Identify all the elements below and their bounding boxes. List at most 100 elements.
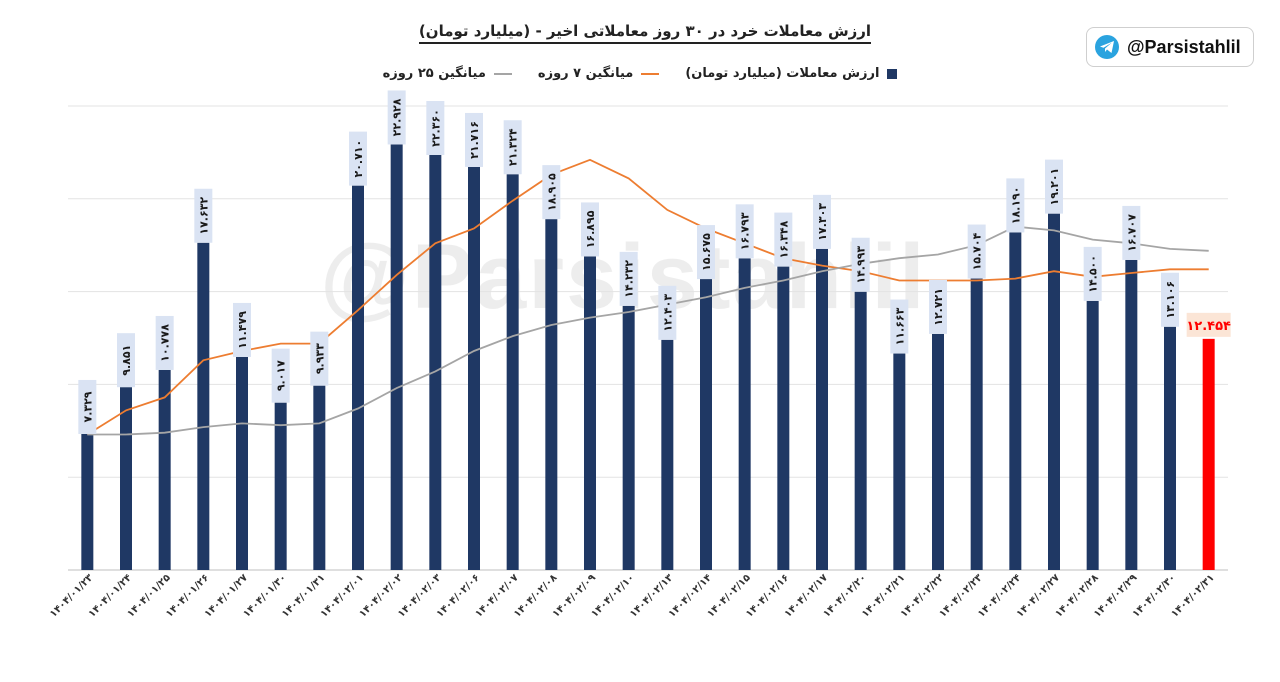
data-label-box <box>155 315 174 370</box>
data-label-box <box>1006 178 1025 233</box>
bar <box>854 291 867 570</box>
legend-label-ma7: میانگین ۷ روزه <box>537 66 634 81</box>
data-label: ۱۶.۳۴۸ <box>777 220 790 258</box>
chart-title: ارزش معاملات خرد در ۳۰ روز معاملاتی اخیر… <box>0 22 1280 44</box>
data-label: ۱۶.۸۹۵ <box>584 210 597 248</box>
data-label: ۱۵.۷۰۴ <box>971 232 984 270</box>
data-label: ۷.۳۲۹ <box>81 391 94 422</box>
data-label-box <box>1161 272 1179 327</box>
bar <box>1125 259 1138 570</box>
bar <box>274 402 287 570</box>
data-label-box <box>542 165 561 220</box>
data-label-box <box>1186 312 1231 337</box>
bar <box>429 154 442 570</box>
bar <box>313 385 326 570</box>
data-label-box <box>697 225 715 280</box>
data-label: ۱۲.۷۲۱ <box>932 288 945 326</box>
data-label-box <box>1122 205 1141 260</box>
bar <box>1048 213 1060 570</box>
data-label: ۱۲.۴۰۳ <box>661 294 674 332</box>
channel-badge[interactable]: @Parsistahlil <box>1086 27 1254 67</box>
data-label-box <box>426 100 445 155</box>
data-label: ۱۸.۹۰۵ <box>545 173 558 211</box>
ma7-line <box>86 158 1209 436</box>
bar <box>158 369 171 570</box>
data-label-box <box>349 131 367 186</box>
bar <box>1202 338 1215 570</box>
bar <box>1164 326 1176 570</box>
data-label-box <box>78 379 97 434</box>
bar <box>352 185 364 570</box>
data-label: ۱۴.۲۳۲ <box>623 260 636 298</box>
data-label: ۱۰.۷۷۸ <box>159 324 172 362</box>
bar <box>545 219 558 570</box>
data-label: ۹.۹۳۳ <box>313 343 326 374</box>
data-label: ۱۱.۴۷۹ <box>236 311 249 349</box>
ma25-line <box>87 225 1209 436</box>
data-label-box <box>117 333 135 388</box>
bar <box>661 339 674 570</box>
data-label-box <box>465 112 483 167</box>
bar <box>777 266 790 570</box>
bar <box>506 174 519 570</box>
bar <box>970 278 983 570</box>
data-label-box <box>194 188 213 243</box>
data-label: ۱۶.۷۹۳ <box>739 212 752 250</box>
legend-item-ma7: میانگین ۷ روزه <box>537 66 660 81</box>
data-label-box <box>310 331 329 386</box>
data-label: ۲۰.۷۱۰ <box>352 140 365 178</box>
data-label: ۱۴.۹۹۳ <box>855 246 868 284</box>
bar <box>468 166 480 570</box>
data-label-box <box>271 348 290 403</box>
channel-handle: @Parsistahlil <box>1127 36 1241 57</box>
bar <box>1009 232 1022 570</box>
bar <box>700 279 712 570</box>
data-label: ۱۲.۴۵۴ <box>1186 319 1231 334</box>
bar <box>816 248 828 570</box>
bar <box>120 387 132 570</box>
data-label: ۲۱.۳۲۴ <box>507 128 520 166</box>
bar <box>584 256 596 570</box>
legend-item-ma25: میانگین ۲۵ روزه <box>383 66 512 81</box>
legend-label-ma25: میانگین ۲۵ روزه <box>382 66 486 81</box>
data-label-box <box>774 212 793 267</box>
data-label-box <box>503 120 522 175</box>
data-label-box <box>813 194 831 249</box>
data-label-box <box>619 251 638 306</box>
data-label-box <box>1083 246 1102 301</box>
data-label: ۲۱.۷۱۶ <box>468 121 481 159</box>
bar <box>738 258 751 570</box>
data-label-box <box>1045 159 1063 214</box>
data-label: ۲۲.۹۲۸ <box>391 98 404 136</box>
data-label-box <box>967 224 986 279</box>
bar <box>932 333 944 570</box>
data-label: ۱۵.۶۷۵ <box>700 233 713 271</box>
legend-label-bars: ارزش معاملات (میلیارد تومان) <box>685 66 880 81</box>
data-label: ۱۴.۵۰۰ <box>1087 255 1100 293</box>
legend-swatch-bars <box>887 68 898 79</box>
data-label-box <box>233 302 251 357</box>
legend-swatch-ma7 <box>641 72 660 75</box>
data-label: ۱۳.۱۰۶ <box>1164 281 1177 319</box>
data-label: ۹.۰۱۷ <box>275 360 288 391</box>
bar <box>81 433 94 570</box>
legend: ارزش معاملات (میلیارد تومان) میانگین ۷ ر… <box>0 66 1280 81</box>
data-label: ۱۶.۷۰۷ <box>1125 214 1138 252</box>
data-label: ۱۹.۲۰۱ <box>1048 168 1061 206</box>
data-label-box <box>890 299 909 354</box>
data-label-box <box>581 202 599 257</box>
legend-swatch-ma25 <box>493 72 512 75</box>
telegram-icon <box>1095 35 1119 59</box>
data-label: ۱۷.۳۰۳ <box>816 203 829 241</box>
bar <box>893 353 906 570</box>
data-label-box <box>929 279 947 334</box>
bar <box>390 144 403 571</box>
data-label-box <box>387 90 406 145</box>
data-label-box <box>851 237 870 292</box>
data-label-box <box>658 285 677 340</box>
data-label: ۲۲.۳۶۰ <box>429 109 442 147</box>
data-label: ۱۱.۶۶۳ <box>893 307 906 345</box>
data-label: ۹.۸۵۱ <box>120 345 133 376</box>
legend-item-bars: ارزش معاملات (میلیارد تومان) <box>685 66 898 81</box>
